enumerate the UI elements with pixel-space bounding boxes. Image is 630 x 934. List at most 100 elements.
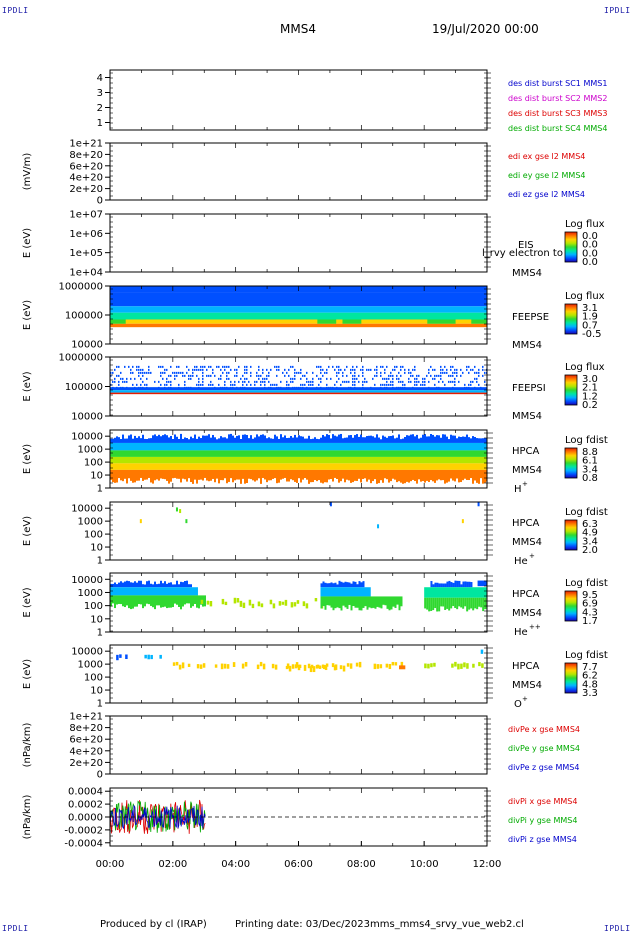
spectrogram-column: [344, 596, 347, 608]
spectrogram-speck: [432, 368, 434, 371]
spectrogram-column: [188, 584, 190, 588]
spectrogram-speck: [356, 365, 358, 368]
spectrogram-speck: [170, 365, 172, 368]
colorbar-tick-label: 1.9: [582, 312, 598, 323]
spectrogram-speck: [132, 383, 134, 386]
spectrogram-pixel: [116, 654, 119, 661]
spectrogram-speck: [362, 374, 364, 377]
spectrogram-column: [230, 469, 232, 479]
div-pe-frame: [109, 715, 488, 775]
spectrogram-column: [374, 596, 377, 609]
spectrogram-column: [384, 436, 386, 443]
spectrogram-column: [160, 436, 162, 443]
spectrogram-speck: [122, 377, 124, 380]
spectrogram-speck: [246, 377, 248, 380]
spectrogram-speck: [146, 383, 148, 386]
spectrogram-speck: [250, 371, 252, 374]
spectrogram-speck: [426, 374, 428, 377]
spectrogram-pixel: [355, 662, 359, 667]
spectrogram-column: [168, 437, 170, 443]
spectrogram-speck: [170, 374, 172, 377]
spectrogram-column: [328, 596, 331, 606]
spectrogram-speck: [116, 374, 118, 377]
spectrogram-column: [444, 597, 447, 610]
spectrogram-column: [400, 596, 403, 607]
spectrogram-column: [262, 469, 264, 478]
spectrogram-pixel: [379, 664, 383, 669]
spectrogram-column: [356, 434, 358, 443]
hpca-heplus-spectrogram-frame: [109, 501, 488, 561]
spectrogram-speck: [224, 368, 226, 371]
spectrogram-speck: [374, 374, 376, 377]
corner-mark-top-left: IPDLI: [2, 6, 29, 15]
spectrogram-column: [124, 438, 126, 443]
spectrogram-pixel: [424, 663, 427, 669]
spectrogram-column: [456, 597, 459, 610]
spectrogram-column: [214, 469, 216, 483]
spectrogram-pixel: [457, 663, 460, 670]
spectrogram-speck: [338, 368, 340, 371]
spectrogram-speck: [150, 371, 152, 374]
spectrogram-speck: [196, 368, 198, 371]
spectrogram-column: [354, 596, 357, 608]
spectrogram-column: [454, 597, 457, 608]
spectrogram-column: [116, 469, 118, 483]
spectrogram-column: [132, 438, 134, 443]
x-tick-label: 12:00: [473, 859, 502, 870]
spectrogram-column: [442, 597, 445, 607]
y-tick-label: 1e+05: [69, 248, 103, 259]
spectrogram-column: [156, 584, 158, 588]
spectrogram-column: [406, 435, 408, 443]
hpca-hplus-spectrogram-data: [110, 433, 487, 484]
spectrogram-speck: [344, 380, 346, 383]
species-label: O: [514, 699, 522, 710]
spectrogram-speck: [440, 371, 442, 374]
spectrogram-column: [382, 596, 385, 605]
spectrogram-column: [248, 438, 250, 443]
spectrogram-speck: [248, 380, 250, 383]
spectrogram-column: [336, 436, 338, 443]
colorbar-tick-label: 6.3: [582, 519, 598, 530]
colorbar: [564, 374, 578, 406]
des-dist-burst-frame: [109, 69, 488, 131]
legend-entry: edi ex gse l2 MMS4: [508, 152, 585, 161]
spectrogram-speck: [306, 377, 308, 380]
spectrogram-column: [142, 434, 144, 443]
spectrogram-column: [170, 469, 172, 482]
spectrogram-speck: [336, 374, 338, 377]
spectrogram-speck: [262, 371, 264, 374]
spectrogram-speck: [452, 380, 454, 383]
spectrogram-column: [468, 469, 470, 481]
spectrogram-column: [156, 436, 158, 443]
spectrogram-column: [162, 469, 164, 479]
spectrogram-column: [178, 469, 180, 479]
spectrogram-column: [126, 595, 128, 606]
spectrogram-column: [330, 582, 333, 588]
spectrogram-speck: [482, 374, 484, 377]
species-label: He: [514, 556, 528, 567]
spectrogram-speck: [258, 365, 260, 368]
spectrogram-column: [416, 469, 418, 484]
spectrogram-speck: [376, 365, 378, 368]
species-charge: +: [522, 480, 528, 488]
spectrogram-column: [334, 582, 337, 588]
spectrogram-speck: [168, 380, 170, 383]
spectrogram-column: [172, 584, 174, 588]
legend-entry: edi ez gse l2 MMS4: [508, 190, 585, 199]
spectrogram-column: [328, 434, 330, 443]
spectrogram-pixel: [221, 598, 225, 605]
spectrogram-speck: [198, 380, 200, 383]
spectrogram-speck: [176, 374, 178, 377]
spectrogram-speck: [160, 371, 162, 374]
spectrogram-column: [426, 469, 428, 481]
spectrogram-column: [258, 469, 260, 479]
spectrogram-pixel: [206, 600, 210, 605]
y-axis-label: E (eV): [22, 371, 33, 401]
spectrogram-column: [464, 581, 467, 588]
species-label: He: [514, 627, 528, 638]
spectrogram-speck: [166, 368, 168, 371]
spectrogram-speck: [302, 383, 304, 386]
spectrogram-column: [128, 469, 130, 479]
y-tick-label: 10000: [71, 504, 103, 515]
spectrogram-column: [204, 595, 206, 607]
